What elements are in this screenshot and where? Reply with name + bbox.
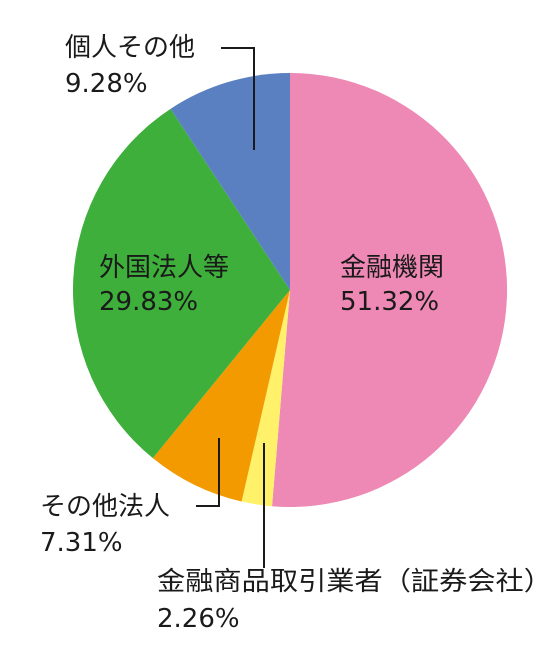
slice-label-individuals: 個人その他 xyxy=(65,33,195,63)
slice-value-securities-firms: 2.26% xyxy=(157,604,240,634)
slice-label-financial-institutions: 金融機関 xyxy=(340,253,444,283)
pie-slice-4 xyxy=(170,73,290,290)
slice-label-securities-firms: 金融商品取引業者（証券会社） xyxy=(157,567,552,597)
pie-slices xyxy=(73,72,508,507)
leader-lines xyxy=(196,47,265,568)
slice-label-foreign-corporations: 外国法人等 xyxy=(99,253,229,283)
pie-slice-2 xyxy=(152,290,290,502)
leader-line-individuals xyxy=(221,47,255,150)
slice-labels: 金融機関 51.32% 外国法人等 29.83% 個人その他 9.28% その他… xyxy=(40,33,552,634)
slice-value-other-corporations: 7.31% xyxy=(40,528,123,558)
pie-slice-0 xyxy=(272,72,508,507)
slice-value-individuals: 9.28% xyxy=(65,69,148,99)
pie-slice-3 xyxy=(73,108,291,459)
slice-value-foreign-corporations: 29.83% xyxy=(99,287,198,317)
pie-slice-1 xyxy=(241,290,290,507)
slice-value-financial-institutions: 51.32% xyxy=(340,287,439,317)
leader-line-other-corporations xyxy=(196,438,220,507)
slice-label-other-corporations: その他法人 xyxy=(40,492,170,522)
